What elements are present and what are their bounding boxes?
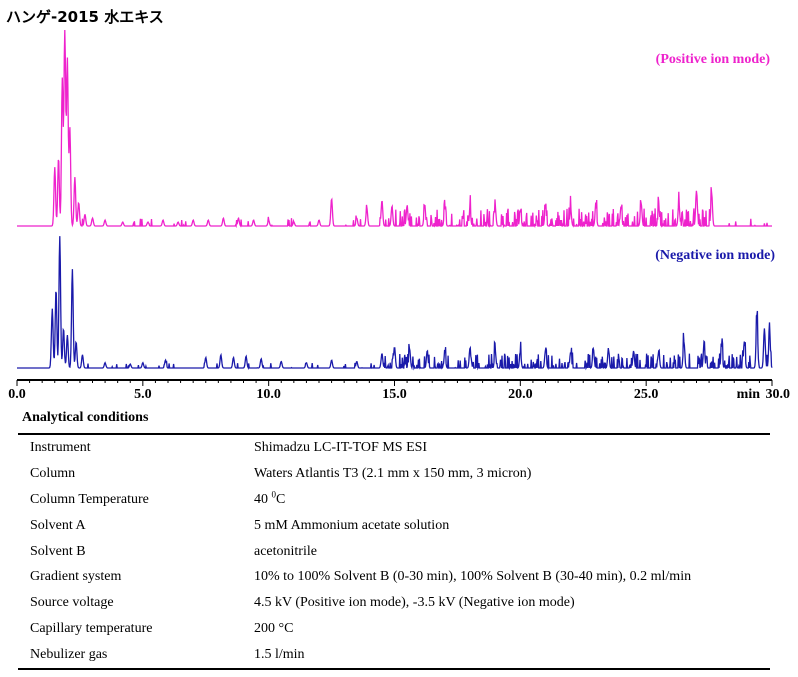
x-tick-label: 15.0 [382, 387, 407, 402]
table-row: Instrument Shimadzu LC-IT-TOF MS ESI [18, 434, 770, 461]
x-tick-label: 20.0 [508, 387, 533, 402]
table-row: Source voltage 4.5 kV (Positive ion mode)… [18, 590, 770, 616]
chromatogram-chart: (Positive ion mode) (Negative ion mode) 0… [8, 29, 791, 402]
series-line-negative [17, 236, 773, 371]
condition-key: Instrument [30, 439, 91, 455]
series-label-negative: (Negative ion mode) [655, 248, 775, 263]
condition-key: Solvent B [30, 543, 86, 559]
x-tick-label: 10.0 [256, 387, 281, 402]
table-row: Column Temperature 40 0C [18, 487, 770, 513]
x-tick-label: 25.0 [634, 387, 659, 402]
condition-key: Solvent A [30, 517, 86, 533]
condition-key: Source voltage [30, 595, 114, 611]
table-row: Gradient system 10% to 100% Solvent B (0-… [18, 564, 770, 590]
condition-value: 40 0C [254, 487, 770, 513]
series-line-positive [17, 29, 772, 229]
condition-value: 1.5 l/min [254, 647, 305, 663]
condition-value-sup: 0 [271, 489, 277, 500]
condition-key: Column Temperature [30, 491, 149, 507]
table-row: Solvent A 5 mM Ammonium acetate solution [18, 513, 770, 539]
condition-key: Gradient system [30, 569, 122, 585]
table-row: Nebulizer gas 1.5 l/min [18, 642, 770, 669]
table-row: Column Waters Atlantis T3 (2.1 mm x 150 m… [18, 461, 770, 487]
table-row: Solvent B acetonitrile [18, 539, 770, 565]
conditions-title: Analytical conditions [22, 410, 149, 425]
x-tick-label: 0.0 [8, 387, 26, 402]
condition-value: 10% to 100% Solvent B (0-30 min), 100% S… [254, 569, 692, 585]
series-label-positive: (Positive ion mode) [656, 52, 771, 67]
condition-key: Column [30, 465, 76, 481]
x-tick-label: 30.0 [766, 387, 791, 402]
condition-key: Nebulizer gas [30, 647, 108, 663]
condition-value: 4.5 kV (Positive ion mode), -3.5 kV (Neg… [254, 595, 575, 611]
condition-value: acetonitrile [254, 543, 317, 559]
condition-value: Waters Atlantis T3 (2.1 mm x 150 mm, 3 m… [254, 465, 532, 481]
condition-value: 200 °C [254, 621, 294, 637]
table-row: Capillary temperature 200 °C [18, 616, 770, 642]
conditions-table: Instrument Shimadzu LC-IT-TOF MS ESI Colum… [18, 433, 770, 671]
x-axis-label: min [737, 387, 761, 402]
x-tick-label: 5.0 [134, 387, 152, 402]
condition-value: Shimadzu LC-IT-TOF MS ESI [254, 439, 428, 455]
chart-title: ハンゲ-2015 水エキス [6, 8, 164, 26]
condition-value-pre: 40 [254, 491, 272, 507]
condition-value: 5 mM Ammonium acetate solution [254, 517, 450, 533]
condition-value-post: C [276, 491, 286, 507]
condition-key: Capillary temperature [30, 621, 153, 637]
